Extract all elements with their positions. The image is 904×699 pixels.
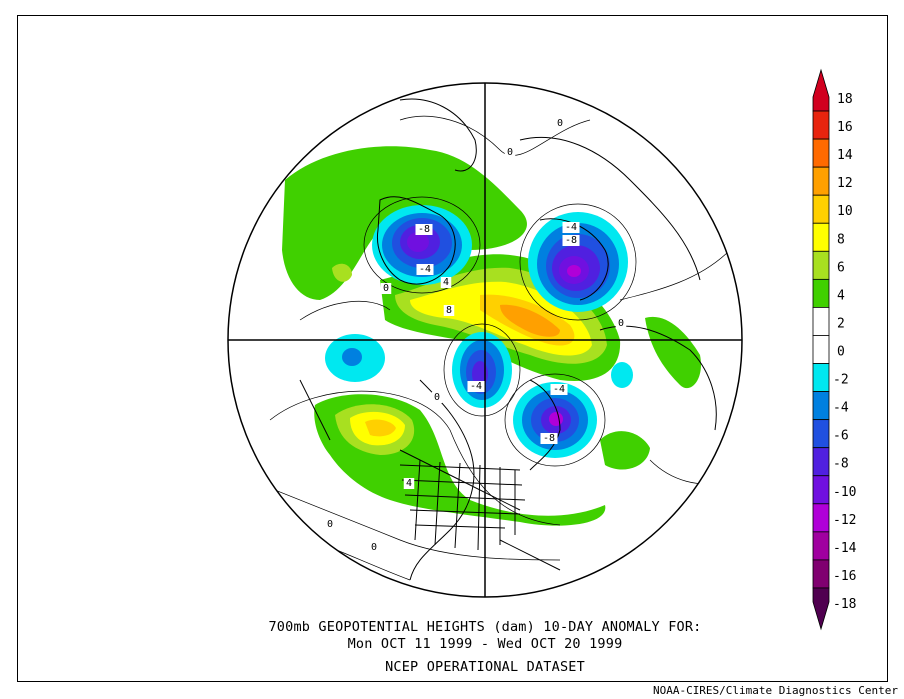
contour-label: 0: [431, 392, 443, 403]
credit-label: NOAA-CIRES/Climate Diagnostics Center: [652, 684, 898, 697]
colorbar-bin: [812, 166, 830, 196]
contour-label: 4: [440, 277, 452, 288]
svg-text:-8: -8: [565, 235, 577, 246]
svg-text:-8: -8: [418, 224, 430, 235]
svg-text:0: 0: [618, 318, 624, 329]
svg-text:8: 8: [446, 305, 452, 316]
colorbar-tick-label: 4: [837, 288, 845, 303]
svg-text:0: 0: [507, 147, 513, 158]
contour-label: 0: [324, 519, 336, 530]
colorbar-bin: [812, 475, 830, 505]
svg-text:-4: -4: [565, 222, 577, 233]
colorbar-tick-label: 14: [837, 148, 853, 163]
contour-label: 4: [403, 478, 415, 489]
political-boundaries: [399, 459, 526, 551]
colorbar-bin: [812, 419, 830, 449]
colorbar-bin: [812, 278, 830, 308]
anomaly-low-siberia: [513, 382, 597, 458]
colorbar-tick-label: 18: [837, 92, 853, 107]
colorbar-bin: [812, 531, 830, 561]
colorbar-tick-label: -10: [833, 485, 856, 500]
contour-label: -4: [562, 222, 580, 233]
contour-label: 0: [554, 118, 566, 129]
svg-text:0: 0: [371, 542, 377, 553]
colorbar-tick-label: 10: [837, 204, 853, 219]
svg-text:4: 4: [443, 277, 449, 288]
colorbar-bin: [812, 138, 830, 168]
anomaly-low-greenland: [372, 205, 472, 285]
svg-text:0: 0: [434, 392, 440, 403]
colorbar-tick-labels: 18 16 14 12 10 8 6 4 2 0 -2 -4 -6 -8 -10 -12 -14 -16 -18: [833, 92, 857, 612]
coastlines: [299, 98, 717, 581]
anomaly-positive-siberia: [645, 316, 701, 389]
colorbar-bin: [812, 222, 830, 252]
colorbar-bin: [812, 110, 830, 140]
colorbar-tick-label: 2: [837, 316, 845, 331]
colorbar-bin: [812, 559, 830, 589]
svg-text:-4: -4: [419, 264, 431, 275]
anomaly-low-scandinavia: [528, 212, 628, 312]
colorbar: [812, 68, 830, 631]
dataset-label: NCEP OPERATIONAL DATASET: [385, 659, 585, 675]
colorbar-tick-label: 8: [837, 232, 845, 247]
svg-text:0: 0: [327, 519, 333, 530]
svg-text:-4: -4: [553, 384, 565, 395]
colorbar-bin: [812, 307, 830, 336]
colorbar-tick-label: 16: [837, 120, 853, 135]
colorbar-tick-label: 0: [837, 345, 845, 360]
colorbar-tick-label: -18: [833, 597, 856, 612]
contour-label: -4: [550, 384, 568, 395]
contour-label: -8: [415, 224, 433, 235]
colorbar-tick-label: -2: [833, 373, 849, 388]
colorbar-tick-label: -14: [833, 541, 857, 556]
colorbar-bin: [812, 391, 830, 421]
contour-label: -8: [562, 235, 580, 246]
anomaly-low-east-small: [611, 362, 633, 388]
colorbar-tick-label: -12: [833, 513, 856, 528]
svg-text:-4: -4: [470, 381, 482, 392]
contour-label: 0: [615, 318, 627, 329]
anomaly-low-west: [325, 334, 385, 382]
colorbar-bin: [812, 250, 830, 280]
svg-text:0: 0: [557, 118, 563, 129]
colorbar-tick-label: -6: [833, 429, 849, 444]
colorbar-bin: [812, 447, 830, 477]
anomaly-ridge-12: [500, 304, 560, 337]
contour-label: 0: [368, 542, 380, 553]
colorbar-tick-label: -4: [833, 401, 849, 416]
colorbar-bin: [812, 194, 830, 224]
colorbar-tick-label: -16: [833, 569, 856, 584]
colorbar-bin: [812, 363, 830, 392]
anomaly-low-pole: [452, 332, 512, 408]
anomaly-positive-east: [600, 431, 650, 470]
contour-label: 0: [380, 283, 392, 294]
colorbar-bin: [812, 68, 830, 112]
colorbar-bin: [812, 503, 830, 533]
title-line-2: Mon OCT 11 1999 - Wed OCT 20 1999: [347, 636, 623, 652]
contour-label: -4: [416, 264, 434, 275]
contour-label: -8: [540, 433, 558, 444]
colorbar-bin: [812, 587, 830, 631]
svg-text:-8: -8: [543, 433, 555, 444]
colorbar-tick-label: -8: [833, 457, 849, 472]
colorbar-tick-label: 6: [837, 260, 845, 275]
anomaly-positive-west: [332, 263, 352, 282]
contour-label: -4: [467, 381, 485, 392]
plot-frame: [17, 15, 888, 682]
contour-label: 8: [443, 305, 455, 316]
colorbar-bin: [812, 335, 830, 364]
title-line-1: 700mb GEOPOTENTIAL HEIGHTS (dam) 10-DAY …: [268, 619, 702, 635]
colorbar-tick-label: 12: [837, 176, 853, 191]
contour-labels: -8 -4 -8 -4 8 -4 -8 -4 4 4 0 0 0 0 0 0 0: [324, 118, 627, 553]
svg-text:0: 0: [383, 283, 389, 294]
anomaly-pacific-10: [365, 419, 396, 437]
map-boundary: [227, 82, 743, 598]
contour-label: 0: [504, 147, 516, 158]
svg-text:4: 4: [406, 478, 412, 489]
